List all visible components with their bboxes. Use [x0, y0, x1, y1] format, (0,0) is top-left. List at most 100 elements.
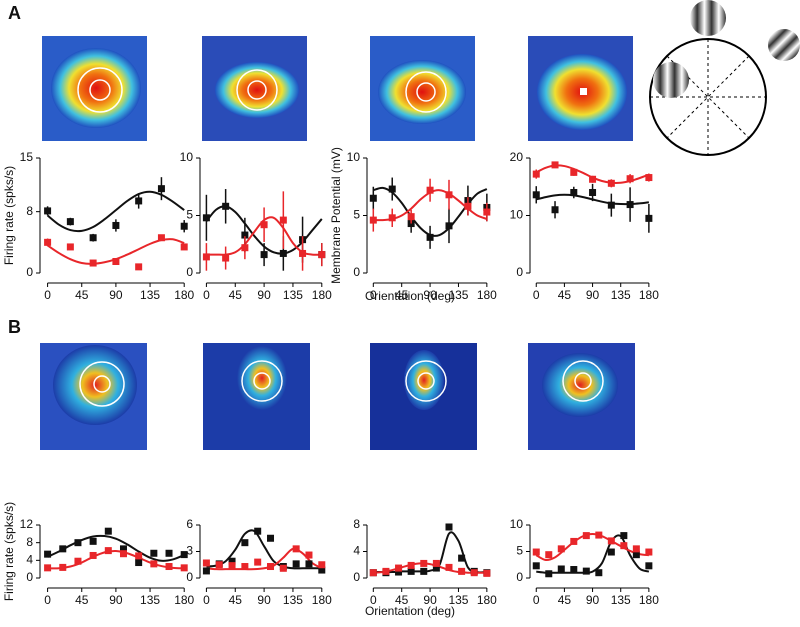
data-point — [318, 566, 326, 574]
y-tick-label: 10 — [510, 517, 524, 531]
y-tick-label: 3 — [186, 544, 193, 558]
data-point — [112, 258, 120, 265]
data-point — [241, 563, 249, 571]
x-tick-label: 45 — [558, 593, 572, 607]
data-point — [318, 251, 326, 259]
data-point — [557, 545, 565, 553]
data-point — [202, 214, 210, 222]
y-axis-label: Firing rate (spks/s) — [2, 502, 16, 601]
data-point — [267, 563, 275, 571]
data-point — [66, 243, 74, 251]
data-point — [626, 201, 634, 209]
data-point — [180, 551, 188, 559]
data-point — [407, 213, 415, 221]
y-tick-label: 0 — [353, 265, 360, 279]
data-point — [74, 557, 82, 565]
panel-label: A — [8, 3, 21, 23]
data-point — [607, 548, 615, 556]
panel-label: B — [8, 317, 21, 337]
data-point — [582, 567, 590, 575]
data-point — [222, 202, 230, 210]
x-tick-label: 0 — [370, 593, 377, 607]
data-point — [112, 221, 120, 229]
x-tick-label: 180 — [174, 288, 194, 302]
data-point — [607, 179, 615, 187]
data-point — [157, 185, 165, 193]
y-tick-label: 15 — [20, 150, 34, 164]
x-tick-label: 180 — [312, 288, 332, 302]
fit-curve — [206, 547, 323, 571]
x-tick-label: 135 — [283, 593, 303, 607]
y-axis-label: Membrane Potential (mV) — [329, 147, 343, 284]
x-tick-label: 180 — [477, 288, 497, 302]
data-point — [551, 206, 559, 214]
x-tick-label: 135 — [611, 593, 631, 607]
data-point — [254, 527, 262, 535]
data-point — [104, 547, 112, 555]
y-axis-label: Firing rate (spks/s) — [2, 166, 16, 265]
x-tick-label: 180 — [174, 593, 194, 607]
x-axis-label: Orientation (deg) — [365, 604, 455, 618]
x-tick-label: 45 — [75, 288, 89, 302]
x-tick-label: 0 — [44, 593, 51, 607]
data-point — [305, 551, 313, 559]
x-tick-label: 90 — [423, 288, 437, 302]
data-point — [202, 253, 210, 261]
data-point — [222, 254, 230, 262]
data-point — [445, 523, 453, 531]
data-point — [445, 222, 453, 230]
data-point — [470, 569, 478, 577]
y-tick-label: 4 — [26, 553, 33, 567]
x-tick-label: 0 — [203, 288, 210, 302]
y-tick-label: 20 — [510, 150, 524, 164]
data-point — [445, 191, 453, 199]
data-point — [292, 560, 300, 568]
data-point — [318, 561, 326, 569]
data-point — [595, 531, 603, 539]
x-tick-label: 180 — [477, 593, 497, 607]
fit-curve — [47, 550, 185, 570]
y-tick-label: 10 — [347, 150, 361, 164]
data-point — [74, 539, 82, 547]
data-point — [557, 565, 565, 573]
data-point — [369, 216, 377, 224]
data-point — [420, 567, 428, 575]
data-point — [228, 557, 236, 565]
data-point — [279, 564, 287, 572]
data-point — [66, 218, 74, 226]
fit-curve — [206, 529, 322, 570]
data-point — [254, 558, 262, 566]
data-point — [165, 549, 173, 557]
data-point — [150, 549, 158, 557]
data-point — [626, 175, 634, 183]
data-point — [369, 569, 377, 577]
data-point — [267, 534, 275, 542]
data-point — [89, 259, 97, 267]
y-tick-label: 4 — [353, 544, 360, 558]
data-point — [551, 161, 559, 169]
data-point — [420, 559, 428, 567]
y-tick-label: 5 — [186, 208, 193, 222]
heatmaps-b — [40, 343, 635, 450]
data-point — [215, 561, 223, 569]
data-point — [89, 234, 97, 242]
x-tick-label: 135 — [448, 593, 468, 607]
fit-curve — [373, 531, 487, 574]
data-point — [135, 552, 143, 560]
x-axis-label: Orientation (deg) — [365, 289, 455, 303]
data-point — [135, 197, 143, 205]
data-point — [595, 569, 603, 577]
x-tick-label: 45 — [229, 593, 243, 607]
data-point — [458, 567, 466, 575]
data-point — [545, 551, 553, 559]
y-tick-label: 0 — [186, 265, 193, 279]
data-point — [44, 238, 52, 246]
data-point — [241, 231, 249, 239]
x-tick-label: 90 — [109, 288, 123, 302]
data-point — [570, 168, 578, 176]
x-tick-label: 90 — [586, 593, 600, 607]
data-point — [180, 243, 188, 251]
data-point — [589, 175, 597, 183]
data-point — [645, 548, 653, 556]
data-point — [241, 244, 249, 252]
